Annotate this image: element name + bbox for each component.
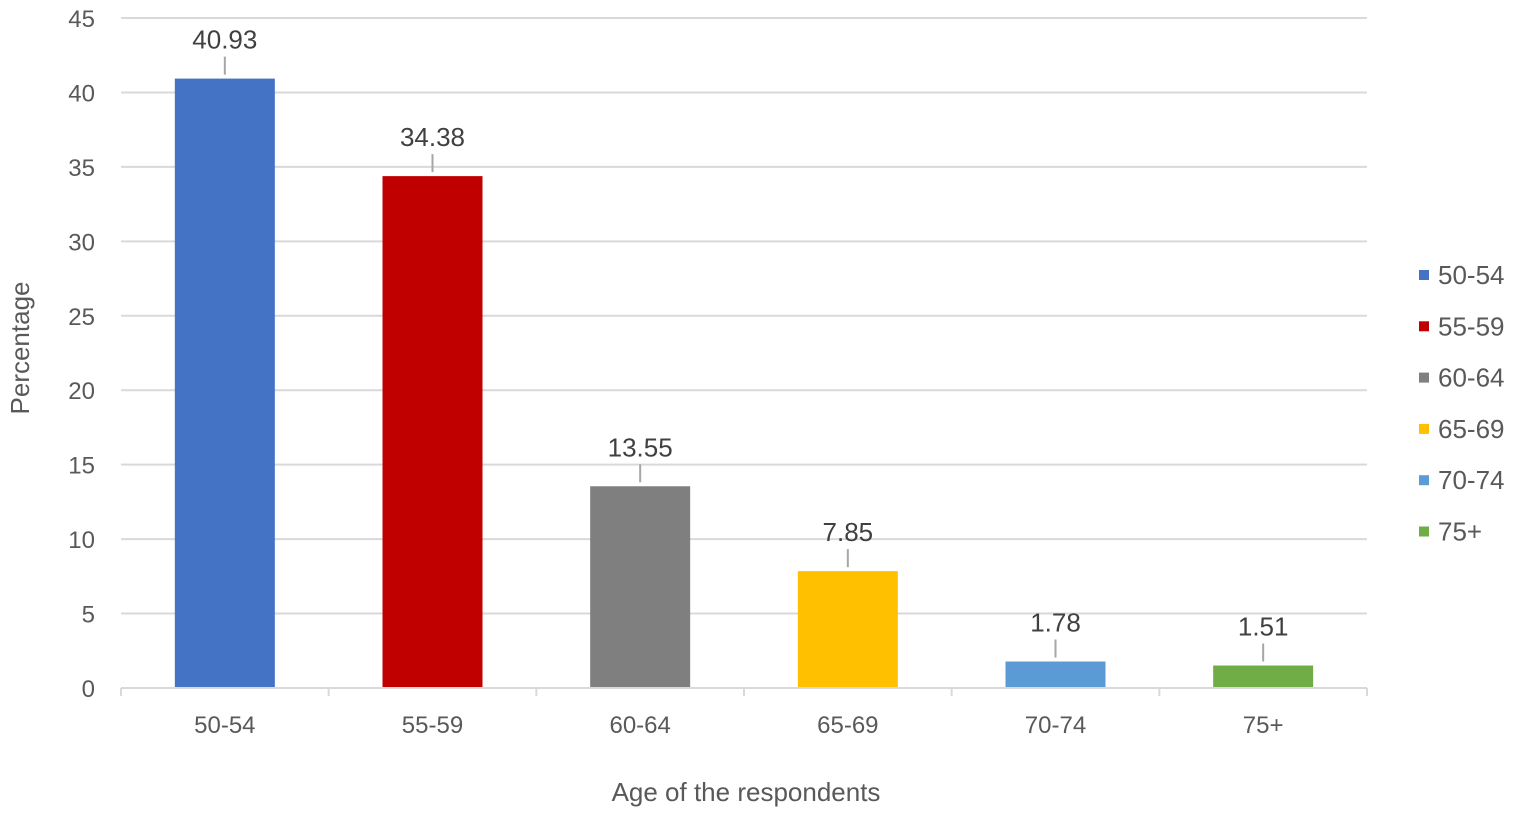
legend-swatch: [1419, 423, 1429, 434]
legend-item: 50-54: [1419, 260, 1505, 290]
y-axis-ticks: 0 5 10 15 20 25 30 35 40 45: [68, 6, 95, 703]
legend-swatch: [1419, 475, 1429, 486]
x-axis-title: Age of the respondents: [612, 777, 881, 807]
legend: 50-54 55-59 60-64 65-69 70-74 75+: [1419, 260, 1505, 547]
y-axis-title: Percentage: [5, 282, 35, 415]
legend-item: 60-64: [1419, 363, 1505, 393]
legend-swatch: [1419, 321, 1429, 332]
bars: [174, 78, 1314, 688]
data-label: 1.78: [1030, 607, 1081, 637]
legend-label: 50-54: [1438, 260, 1505, 290]
y-tick-label: 35: [68, 155, 95, 182]
x-tick-label: 65-69: [817, 712, 878, 739]
y-tick-label: 25: [68, 304, 95, 331]
x-tick-label: 55-59: [402, 712, 463, 739]
bar-75+: [1213, 665, 1314, 688]
y-tick-label: 5: [82, 602, 95, 629]
legend-item: 75+: [1419, 517, 1482, 547]
y-tick-label: 40: [68, 80, 95, 107]
y-tick-label: 15: [68, 453, 95, 480]
x-tick-label: 70-74: [1025, 712, 1086, 739]
legend-label: 55-59: [1438, 311, 1505, 341]
y-tick-label: 20: [68, 378, 95, 405]
bar-50-54: [174, 78, 275, 688]
legend-label: 70-74: [1438, 465, 1505, 495]
x-axis: [120, 687, 1368, 696]
x-tick-label: 75+: [1243, 712, 1284, 739]
bar-65-69: [797, 571, 898, 688]
y-tick-label: 45: [68, 6, 95, 33]
y-tick-label: 30: [68, 229, 95, 256]
legend-swatch: [1419, 372, 1429, 383]
x-axis-ticks: 50-54 55-59 60-64 65-69 70-74 75+: [194, 712, 1283, 739]
legend-item: 70-74: [1419, 465, 1505, 495]
bar-70-74: [1005, 661, 1106, 688]
data-label: 34.38: [400, 122, 465, 152]
legend-item: 65-69: [1419, 414, 1505, 444]
y-tick-label: 10: [68, 527, 95, 554]
bar-55-59: [382, 176, 483, 688]
legend-item: 55-59: [1419, 311, 1505, 341]
data-label: 13.55: [608, 432, 673, 462]
legend-swatch: [1419, 270, 1429, 280]
legend-label: 75+: [1438, 517, 1482, 547]
y-tick-label: 0: [82, 676, 95, 703]
data-label: 7.85: [823, 517, 874, 547]
legend-label: 60-64: [1438, 363, 1505, 393]
bar-60-64: [590, 486, 691, 688]
data-labels: 40.93 34.38 13.55 7.85 1.78 1.51: [192, 25, 1288, 662]
x-tick-label: 60-64: [609, 712, 670, 739]
data-label: 40.93: [192, 25, 257, 55]
gridlines: [121, 17, 1367, 615]
legend-label: 65-69: [1438, 414, 1505, 444]
legend-swatch: [1419, 526, 1429, 537]
x-tick-label: 50-54: [194, 712, 255, 739]
data-label: 1.51: [1238, 612, 1289, 642]
